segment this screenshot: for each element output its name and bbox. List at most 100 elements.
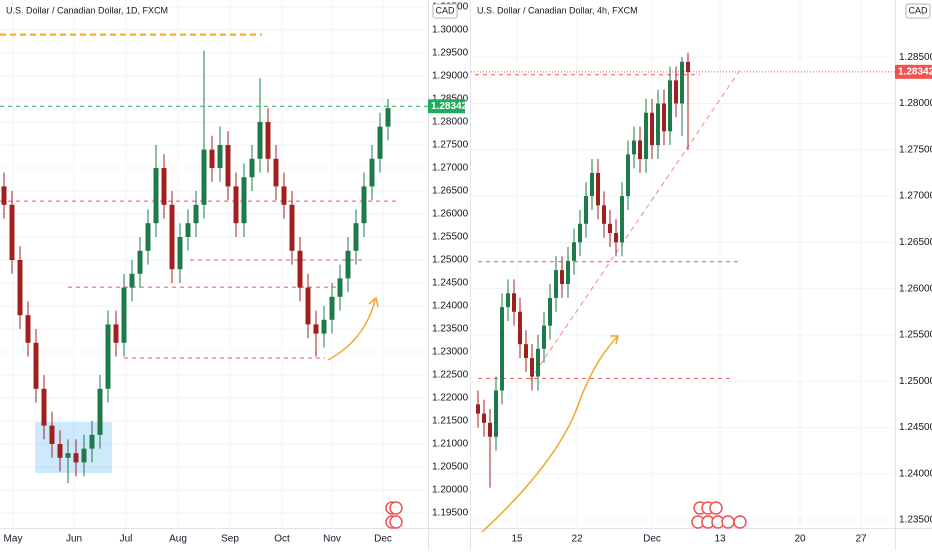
x-tick-label: Jun bbox=[66, 534, 82, 545]
candle-body bbox=[596, 172, 600, 206]
candle-body bbox=[494, 390, 498, 437]
candle-body bbox=[97, 388, 103, 435]
candle-body bbox=[506, 293, 510, 308]
candle-body bbox=[578, 223, 582, 243]
candle-body bbox=[217, 144, 223, 168]
y-tick-label: 1.20000 bbox=[432, 485, 469, 496]
y-tick-label: 1.27500 bbox=[432, 140, 469, 151]
candle-body bbox=[241, 177, 247, 224]
y-tick-label: 1.24000 bbox=[899, 468, 932, 479]
candle-body bbox=[345, 250, 351, 279]
candles bbox=[476, 52, 690, 488]
event-icon bbox=[389, 501, 403, 515]
trend-line bbox=[529, 66, 743, 381]
candle-body bbox=[602, 205, 606, 224]
candle-body bbox=[369, 158, 375, 187]
candle-body bbox=[145, 223, 151, 251]
x-tick-label: 15 bbox=[511, 534, 523, 545]
candle-body bbox=[530, 358, 534, 377]
candle-body bbox=[512, 293, 516, 312]
candle-body bbox=[626, 154, 630, 197]
y-tick-label: 1.26000 bbox=[899, 283, 932, 294]
candle-body bbox=[650, 112, 654, 146]
event-icon bbox=[721, 515, 735, 529]
candle-body bbox=[89, 434, 95, 449]
candle-body bbox=[329, 296, 335, 320]
y-tick-label: 1.28000 bbox=[432, 117, 469, 128]
candle-body bbox=[337, 278, 343, 297]
candle-body bbox=[185, 223, 191, 237]
candle-body bbox=[632, 140, 636, 155]
candle-body bbox=[73, 453, 79, 463]
y-tick-label: 1.19500 bbox=[432, 508, 469, 519]
arrow bbox=[481, 335, 619, 533]
y-tick-label: 1.25000 bbox=[899, 376, 932, 387]
candle-body bbox=[233, 186, 239, 224]
candle-body bbox=[566, 260, 570, 284]
currency-label: CAD bbox=[435, 5, 455, 15]
candle-body bbox=[572, 242, 576, 261]
candle-body bbox=[161, 167, 167, 205]
x-tick-label: 22 bbox=[571, 534, 583, 545]
candle-body bbox=[476, 404, 480, 414]
candle-body bbox=[482, 413, 486, 423]
y-tick-label: 1.25500 bbox=[432, 232, 469, 243]
candle-body bbox=[201, 149, 207, 205]
y-tick-label: 1.26000 bbox=[432, 209, 469, 220]
candle-body bbox=[81, 448, 87, 463]
candle-body bbox=[105, 324, 111, 389]
candle-body bbox=[137, 250, 143, 274]
arrow bbox=[327, 299, 376, 361]
price-label-box bbox=[895, 64, 932, 79]
candle-body bbox=[638, 140, 642, 160]
candle-body bbox=[297, 250, 303, 288]
candle-body bbox=[614, 233, 618, 243]
candle-body bbox=[169, 204, 175, 270]
candle-body bbox=[377, 126, 383, 159]
x-tick-label: Sep bbox=[221, 534, 239, 545]
y-tick-label: 1.24000 bbox=[432, 301, 469, 312]
y-tick-label: 1.27000 bbox=[899, 191, 932, 202]
x-tick-label: 20 bbox=[794, 534, 806, 545]
candle-body bbox=[313, 324, 319, 334]
x-tick-label: May bbox=[4, 534, 23, 545]
candle-body bbox=[41, 388, 47, 426]
y-tick-label: 1.27500 bbox=[899, 144, 932, 155]
y-tick-label: 1.26500 bbox=[432, 186, 469, 197]
candle-body bbox=[281, 186, 287, 205]
y-tick-label: 1.29000 bbox=[432, 71, 469, 82]
chart-title: U.S. Dollar / Canadian Dollar, 4h, FXCM bbox=[477, 5, 638, 15]
candle-body bbox=[121, 287, 127, 343]
y-tick-label: 1.28500 bbox=[899, 52, 932, 63]
x-tick-label: Oct bbox=[274, 534, 290, 545]
candle-body bbox=[674, 80, 678, 104]
candle-body bbox=[273, 158, 279, 187]
arrow-head bbox=[368, 296, 379, 308]
candle-body bbox=[25, 315, 31, 343]
y-tick-label: 1.23500 bbox=[432, 324, 469, 335]
y-tick-label: 1.28500 bbox=[432, 94, 469, 105]
candle-body bbox=[668, 80, 672, 132]
y-tick-label: 1.21000 bbox=[432, 439, 469, 450]
y-tick-label: 1.22500 bbox=[432, 370, 469, 381]
candle-body bbox=[65, 453, 71, 458]
candle-body bbox=[321, 319, 327, 334]
y-tick-label: 1.27000 bbox=[432, 163, 469, 174]
candle-body bbox=[177, 236, 183, 270]
candle-body bbox=[361, 186, 367, 224]
candle-body bbox=[353, 223, 359, 251]
x-tick-label: Aug bbox=[169, 534, 187, 545]
candle-body bbox=[536, 348, 540, 377]
candle-body bbox=[656, 103, 660, 146]
candle-body bbox=[249, 158, 255, 178]
candle-body bbox=[542, 325, 546, 349]
y-tick-label: 1.20500 bbox=[432, 462, 469, 473]
y-tick-label: 1.30000 bbox=[432, 25, 469, 36]
currency-label: CAD bbox=[908, 5, 928, 15]
chart-title: U.S. Dollar / Canadian Dollar, 1D, FXCM bbox=[6, 5, 168, 15]
event-icon bbox=[389, 515, 403, 529]
candle-body bbox=[385, 108, 391, 127]
candle-body bbox=[49, 425, 55, 445]
